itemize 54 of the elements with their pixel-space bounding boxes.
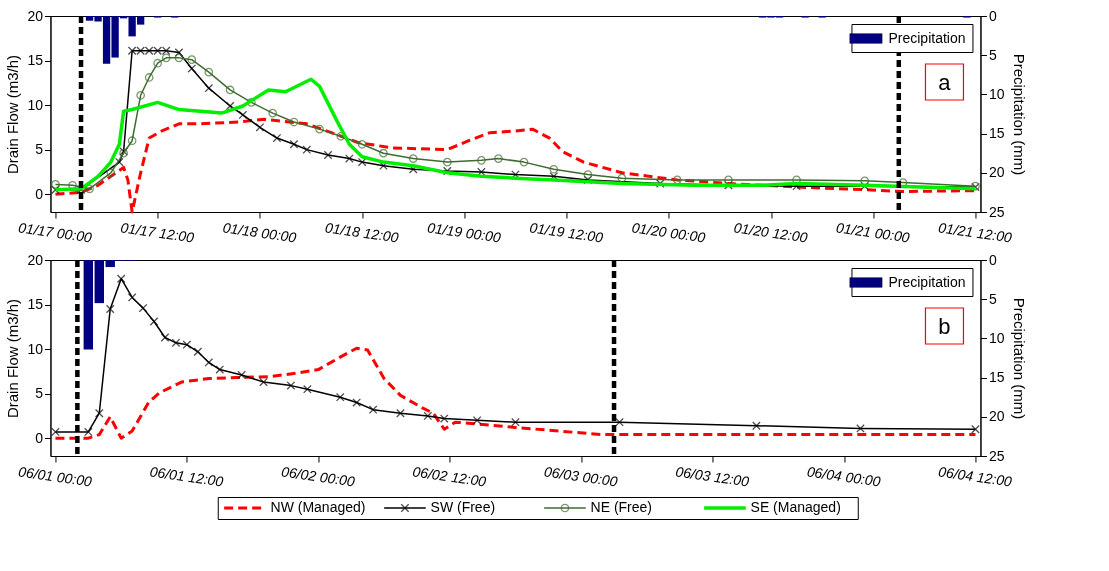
y2-tick-label: 15 xyxy=(988,369,1005,386)
y-tick-label: 15 xyxy=(27,296,44,313)
y2-tick-label: 10 xyxy=(988,329,1005,346)
x-tick-label: 01/20 12:00 xyxy=(732,219,809,246)
x-tick-label: 01/21 12:00 xyxy=(937,219,1014,246)
bar xyxy=(94,260,104,304)
legend-label: NE (Free) xyxy=(590,499,652,515)
x-tick-label: 06/04 00:00 xyxy=(805,463,882,490)
legend-label: Precipitation xyxy=(888,273,966,290)
y2-tick-label: 20 xyxy=(988,408,1005,425)
y2-axis-title: Precipitation (mm) xyxy=(1010,297,1028,420)
y2-tick-label: 0 xyxy=(988,251,997,268)
y-tick-label: 5 xyxy=(35,141,44,158)
y2-tick-label: 25 xyxy=(988,203,1005,220)
y2-tick-label: 5 xyxy=(988,46,997,63)
x-tick-label: 06/02 00:00 xyxy=(280,463,356,490)
x-tick-label: 06/01 00:00 xyxy=(17,463,94,490)
y-tick-label: 15 xyxy=(27,52,44,69)
y-tick-label: 5 xyxy=(35,385,44,402)
x-tick-label: 06/04 12:00 xyxy=(937,463,1014,490)
legend-label: SW (Free) xyxy=(430,499,496,515)
legend-label: NW (Managed) xyxy=(270,499,366,515)
x-tick-label: 01/20 00:00 xyxy=(630,219,707,246)
y2-tick-label: 15 xyxy=(988,125,1005,142)
y2-tick-label: 0 xyxy=(988,7,997,24)
annotation: a xyxy=(938,70,952,95)
y2-tick-label: 5 xyxy=(988,290,997,307)
y-tick-label: 20 xyxy=(27,251,44,268)
y2-axis-title: Precipitation (mm) xyxy=(1010,53,1028,176)
y-tick-label: 0 xyxy=(35,429,44,446)
x-tick-label: 01/21 00:00 xyxy=(835,219,911,246)
legend-label: Precipitation xyxy=(888,29,966,46)
y2-tick-label: 20 xyxy=(988,164,1005,181)
y2-tick-label: 10 xyxy=(988,85,1005,102)
y-tick-label: 10 xyxy=(27,340,44,357)
y-tick-label: 10 xyxy=(27,96,44,113)
y-axis-title: Drain Flow (m3/h) xyxy=(4,298,22,419)
x-tick-label: 01/19 12:00 xyxy=(528,219,605,246)
x-tick-label: 01/19 00:00 xyxy=(426,219,502,246)
y2-tick-label: 25 xyxy=(988,447,1005,464)
x-tick-label: 06/03 00:00 xyxy=(543,463,619,490)
y-axis-title: Drain Flow (m3/h) xyxy=(4,54,22,175)
x-tick-label: 01/17 00:00 xyxy=(17,219,94,246)
x-tick-label: 06/01 12:00 xyxy=(148,463,225,490)
x-tick-label: 06/02 12:00 xyxy=(411,463,488,490)
annotation: b xyxy=(938,314,951,339)
y-tick-label: 20 xyxy=(27,7,44,24)
x-tick-label: 01/18 12:00 xyxy=(324,219,400,246)
x-tick-label: 06/03 12:00 xyxy=(674,463,751,490)
bar xyxy=(83,260,94,350)
x-tick-label: 01/18 00:00 xyxy=(221,219,298,246)
legend-label: SE (Managed) xyxy=(750,499,841,515)
y-tick-label: 0 xyxy=(35,185,44,202)
x-tick-label: 01/17 12:00 xyxy=(119,219,196,246)
